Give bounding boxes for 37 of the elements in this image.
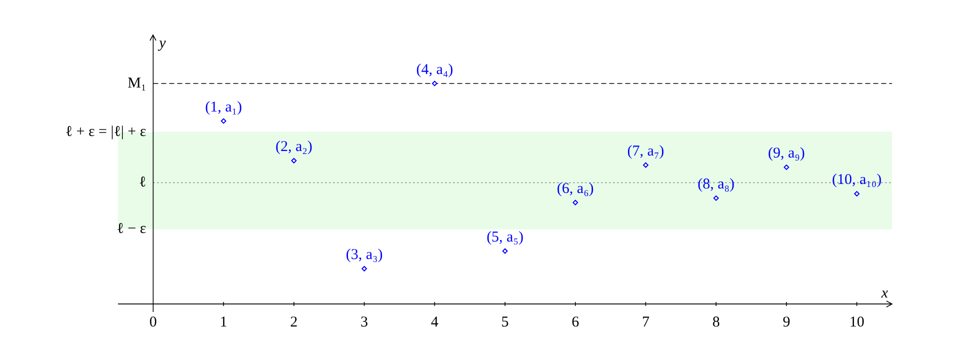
annotation: (3, a₃) — [346, 247, 383, 264]
point — [502, 248, 508, 254]
point — [854, 191, 860, 196]
x-tick-label: 8 — [712, 314, 720, 330]
x-tick-label: 6 — [572, 314, 580, 330]
annotation: (5, a₅) — [486, 229, 524, 246]
point — [713, 195, 719, 201]
x-tick-label: 3 — [360, 314, 368, 330]
annotation: (10, a₁₀) — [832, 172, 882, 188]
ref-line-label: M₁ — [128, 75, 146, 92]
point — [784, 164, 790, 170]
annotation: (1, a₁) — [205, 99, 242, 116]
x-tick-label: 0 — [149, 314, 157, 330]
point — [572, 200, 578, 206]
point — [362, 266, 367, 272]
x-tick-label: 10 — [849, 314, 864, 330]
point — [220, 118, 226, 124]
point — [291, 158, 297, 164]
ref-line-label: ℓ + ε = |ℓ| + ε — [65, 124, 146, 140]
x-tick-label: 1 — [220, 314, 228, 330]
annotation: (9, a₉) — [768, 146, 805, 162]
point — [432, 80, 438, 86]
ref-line-label: ℓ − ε — [116, 220, 146, 237]
y-axis-title: y — [157, 35, 166, 52]
x-tick-label: 5 — [501, 314, 509, 330]
x-tick-label: 2 — [290, 314, 298, 330]
annotation: (2, a₂) — [275, 139, 312, 156]
ref-line-label: ℓ — [138, 174, 146, 191]
point — [643, 162, 648, 168]
annotation: (7, a₇) — [627, 144, 664, 160]
x-tick-label: 9 — [782, 314, 790, 330]
x-tick-label: 7 — [642, 314, 650, 330]
x-tick-label: 4 — [430, 314, 439, 330]
annotation: (8, a₈) — [698, 176, 735, 193]
x-axis-title: x — [880, 285, 888, 302]
annotation: (6, a₆) — [556, 180, 594, 197]
annotation: (4, a₄) — [416, 62, 454, 78]
